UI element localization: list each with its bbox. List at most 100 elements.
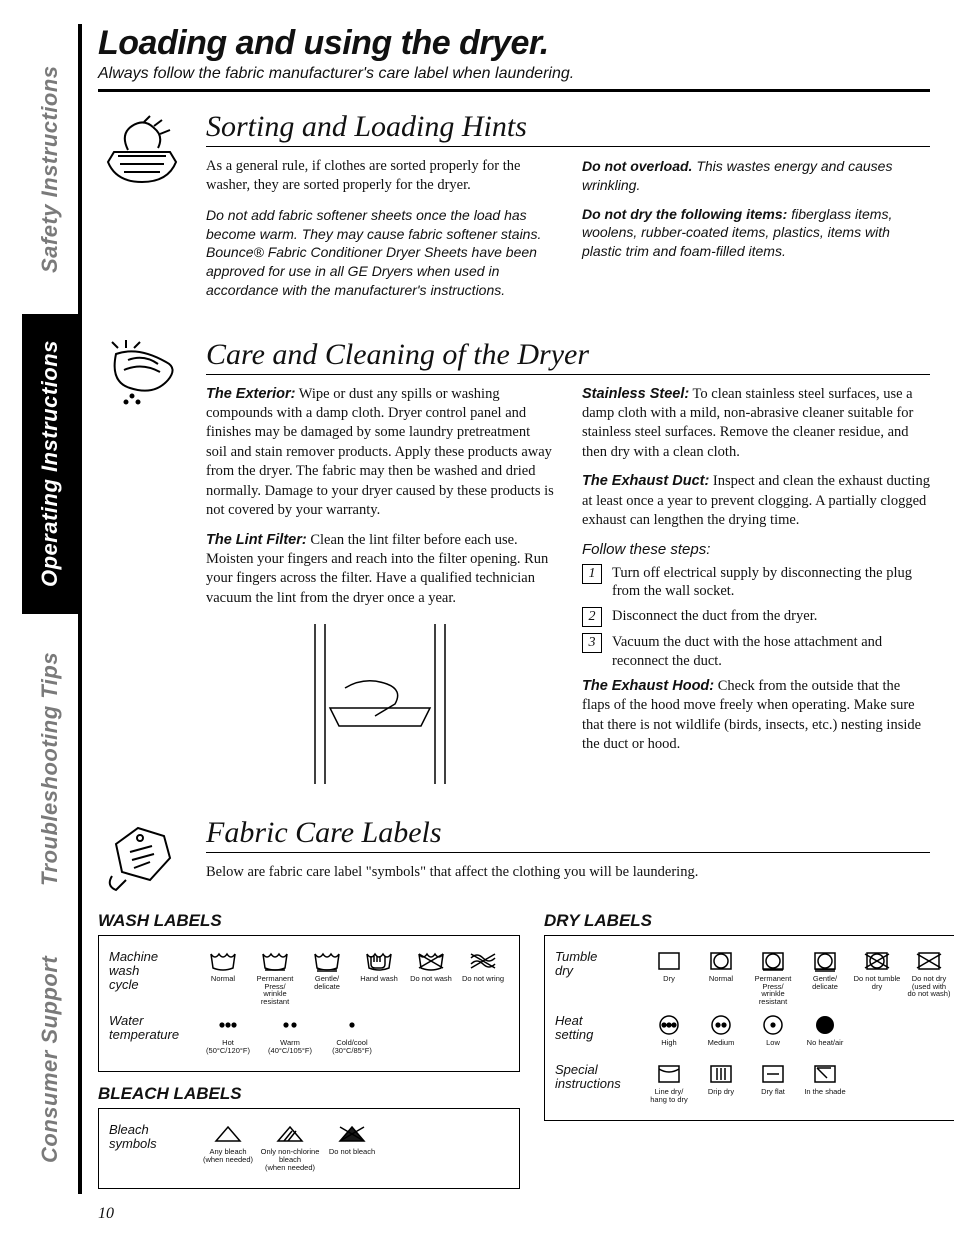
care-symbol-icon: [467, 950, 499, 972]
care-symbol-icon: [705, 1063, 737, 1085]
body-text: The Exhaust Hood: Check from the outside…: [582, 677, 930, 755]
care-symbol-caption: Do not wash: [410, 975, 452, 991]
para-lead: Stainless Steel:: [582, 386, 689, 402]
care-symbol-caption: Do not wring: [462, 975, 504, 991]
body-text: Below are fabric care label "symbols" th…: [206, 863, 930, 882]
care-symbol-caption: Any bleach (when needed): [203, 1148, 253, 1164]
steps-heading: Follow these steps:: [582, 541, 930, 558]
body-text: Stainless Steel: To clean stainless stee…: [582, 385, 930, 463]
care-symbol-icon: [207, 950, 239, 972]
care-symbol-icon: [913, 950, 945, 972]
para-rest: Wipe or dust any spills or washing compo…: [206, 386, 554, 519]
callout-lead: Do not overload.: [582, 158, 692, 174]
care-symbol: Do not tumble dry: [851, 950, 903, 1007]
care-symbol: Hand wash: [353, 950, 405, 1007]
row-label: Machine wash cycle: [109, 950, 187, 993]
tab-operating[interactable]: Operating Instructions: [22, 314, 78, 614]
care-symbol: In the shade: [799, 1063, 851, 1104]
para-lead: The Lint Filter:: [206, 532, 307, 548]
care-symbol-caption: Gentle/ delicate: [812, 975, 838, 991]
row-label: Bleach symbols: [109, 1123, 187, 1152]
para-lead: The Exhaust Hood:: [582, 678, 714, 694]
section-title: Sorting and Loading Hints: [206, 110, 930, 147]
care-symbol-icon: [861, 950, 893, 972]
page-content: Loading and using the dryer. Always foll…: [98, 24, 930, 1223]
step-number-box: 1: [582, 564, 602, 584]
care-symbol-icon: [705, 1014, 737, 1036]
care-symbol-caption: Warm (40°C/105°F): [268, 1039, 312, 1055]
labels-row: WASH LABELS Machine wash cycle Normal Pe…: [98, 911, 930, 1201]
step-row: 1 Turn off electrical supply by disconne…: [582, 564, 930, 602]
care-symbol-caption: Hand wash: [360, 975, 398, 991]
care-symbol-icon: [415, 950, 447, 972]
care-symbol-caption: Drip dry: [708, 1088, 734, 1104]
care-symbol-caption: Dry flat: [761, 1088, 785, 1104]
section-fabric: Fabric Care Labels Below are fabric care…: [98, 816, 930, 882]
labels-heading: WASH LABELS: [98, 911, 520, 931]
side-tabs: Safety Instructions Operating Instructio…: [22, 24, 82, 1194]
care-symbol: Do not dry (used with do not wash): [903, 950, 954, 1007]
row-label: Water temperature: [109, 1014, 187, 1043]
care-symbol-icon: [809, 1014, 841, 1036]
step-row: 2 Disconnect the duct from the dryer.: [582, 607, 930, 627]
care-symbol: Normal: [695, 950, 747, 1007]
care-symbol-caption: Medium: [708, 1039, 735, 1055]
row-label: Heat setting: [555, 1014, 633, 1043]
dry-labels-box: Tumble dry Dry Normal Permanent Press/ w…: [544, 935, 954, 1122]
care-symbol-caption: Low: [766, 1039, 780, 1055]
care-symbol-icon: [809, 950, 841, 972]
tab-safety[interactable]: Safety Instructions: [22, 24, 78, 314]
step-number-box: 3: [582, 633, 602, 653]
care-symbol: Do not wash: [405, 950, 457, 1007]
labels-heading: DRY LABELS: [544, 911, 954, 931]
care-symbol-icon: [653, 1063, 685, 1085]
wash-labels-box: Machine wash cycle Normal Permanent Pres…: [98, 935, 520, 1073]
body-text: The Exhaust Duct: Inspect and clean the …: [582, 472, 930, 530]
care-symbol-icon: [274, 1014, 306, 1036]
care-tag-icon: [98, 818, 188, 896]
tab-consumer[interactable]: Consumer Support: [22, 924, 78, 1194]
care-symbol-caption: High: [661, 1039, 676, 1055]
body-text: The Exterior: Wipe or dust any spills or…: [206, 385, 554, 521]
care-symbol-caption: Normal: [709, 975, 733, 991]
tab-troubleshooting[interactable]: Troubleshooting Tips: [22, 614, 78, 924]
care-symbol-icon: [259, 950, 291, 972]
care-symbol-caption: Cold/cool (30°C/85°F): [332, 1039, 372, 1055]
body-text: Do not dry the following items: fibergla…: [582, 205, 930, 261]
care-symbol: Hot (50°C/120°F): [197, 1014, 259, 1055]
body-text: Do not overload. This wastes energy and …: [582, 157, 930, 195]
para-lead: The Exhaust Duct:: [582, 473, 709, 489]
care-symbol-caption: No heat/air: [807, 1039, 844, 1055]
laundry-basket-icon: [98, 112, 188, 190]
care-symbol-icon: [653, 950, 685, 972]
section-title: Care and Cleaning of the Dryer: [206, 338, 930, 375]
body-text: Do not add fabric softener sheets once t…: [206, 206, 554, 300]
care-symbol-icon: [212, 1123, 244, 1145]
step-text: Vacuum the duct with the hose attachment…: [612, 633, 930, 671]
care-symbol-icon: [809, 1063, 841, 1085]
care-symbol-caption: Dry: [663, 975, 675, 991]
care-symbol: No heat/air: [799, 1014, 851, 1055]
care-symbol: Gentle/ delicate: [799, 950, 851, 1007]
row-label: Tumble dry: [555, 950, 633, 979]
care-symbol-icon: [274, 1123, 306, 1145]
callout-lead: Do not dry the following items:: [582, 206, 787, 222]
care-symbol-caption: Normal: [211, 975, 235, 991]
care-symbol: Line dry/ hang to dry: [643, 1063, 695, 1104]
care-symbol: Any bleach (when needed): [197, 1123, 259, 1172]
section-title: Fabric Care Labels: [206, 816, 930, 853]
page-number: 10: [98, 1205, 930, 1223]
care-symbol-icon: [653, 1014, 685, 1036]
care-symbol-icon: [336, 1014, 368, 1036]
care-symbol-caption: Line dry/ hang to dry: [650, 1088, 688, 1104]
lint-filter-illustration: [275, 618, 485, 788]
care-symbol-caption: Do not dry (used with do not wash): [908, 975, 951, 999]
care-symbol-icon: [336, 1123, 368, 1145]
care-symbol: High: [643, 1014, 695, 1055]
labels-heading: BLEACH LABELS: [98, 1084, 520, 1104]
care-symbol-icon: [212, 1014, 244, 1036]
care-symbol: Normal: [197, 950, 249, 1007]
care-symbol-icon: [363, 950, 395, 972]
care-symbol-caption: Permanent Press/ wrinkle resistant: [249, 975, 301, 1007]
care-symbol: Dry: [643, 950, 695, 1007]
